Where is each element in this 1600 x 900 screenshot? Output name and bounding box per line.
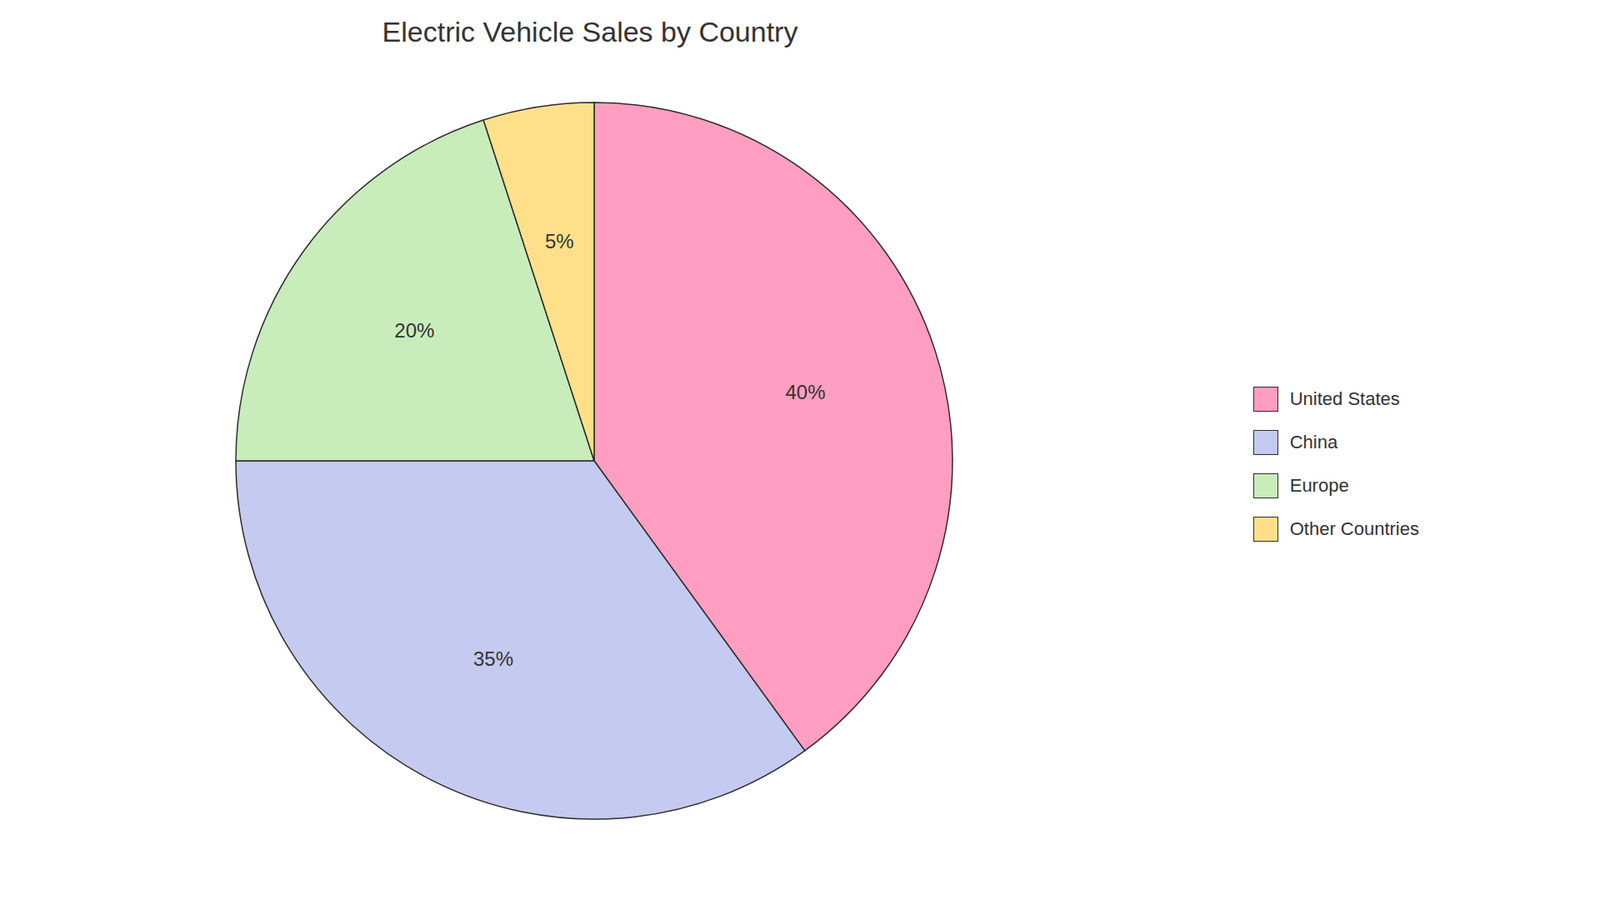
svg-text:20%: 20% <box>394 319 435 342</box>
svg-text:35%: 35% <box>473 647 514 670</box>
html-text:China: China <box>1289 431 1338 453</box>
html-text:United States: United States <box>1289 388 1400 410</box>
html-text:Europe: Europe <box>1289 475 1349 496</box>
svg-text:40%: 40% <box>785 380 826 404</box>
html-text:Electric Vehicle Sales by Coun: Electric Vehicle Sales by Country <box>382 15 798 48</box>
html-text:Other Countries: Other Countries <box>1289 518 1420 540</box>
svg-text:5%: 5% <box>545 230 575 253</box>
